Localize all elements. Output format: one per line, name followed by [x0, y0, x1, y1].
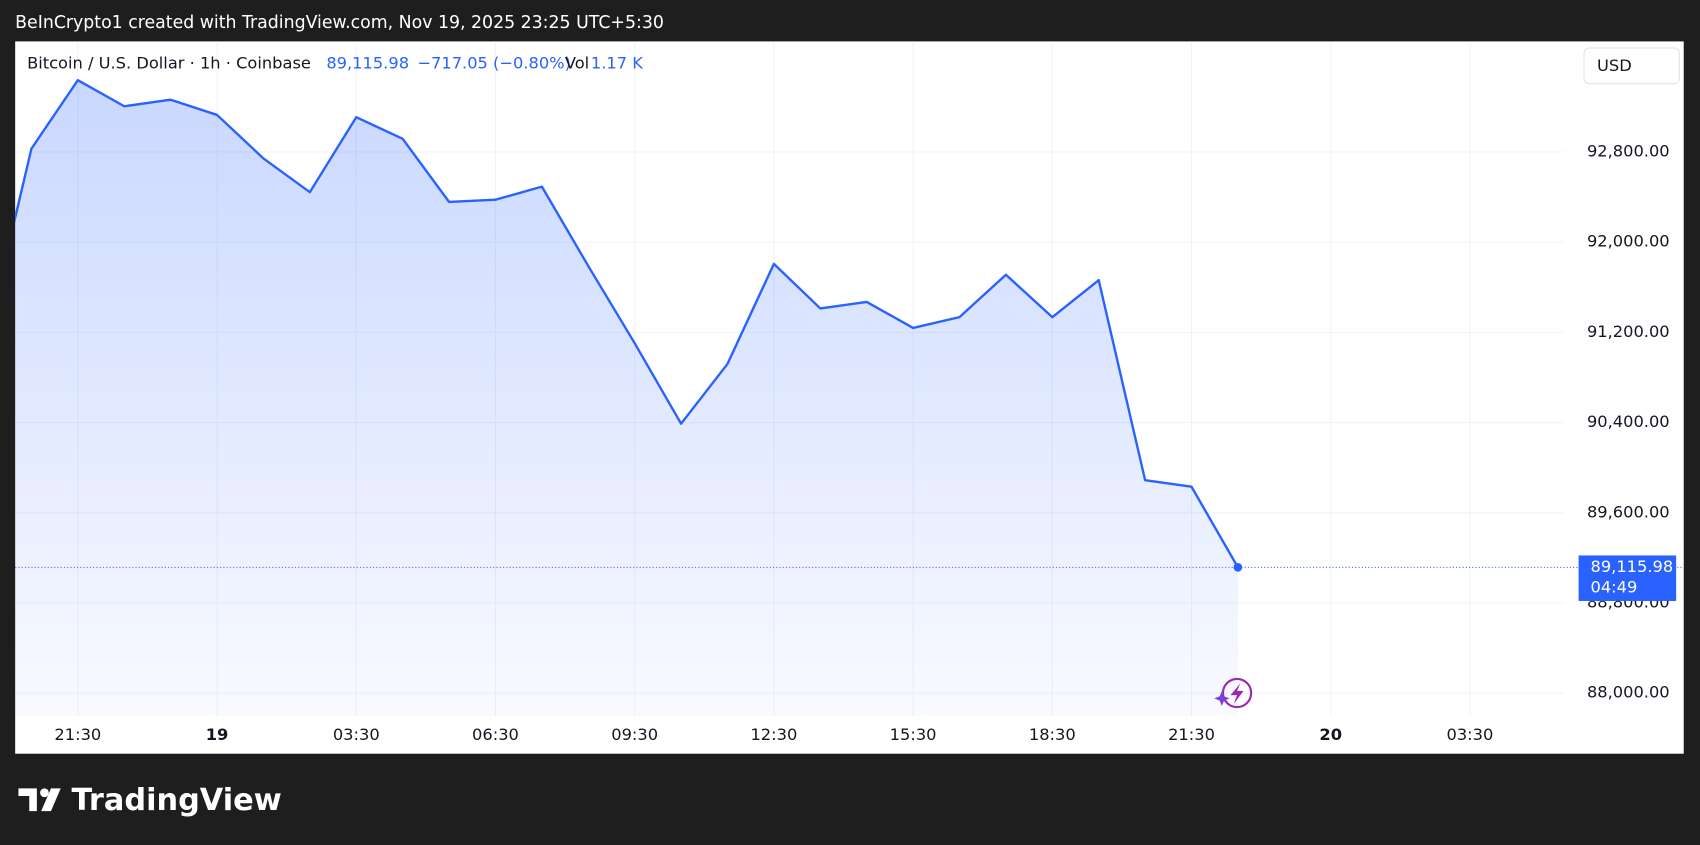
y-tick-label: 90,400.00: [1587, 412, 1670, 431]
x-tick-label: 12:30: [750, 725, 797, 744]
symbol: Bitcoin / U.S. Dollar · 1h · Coinbase: [27, 54, 311, 73]
last-point: [1233, 563, 1243, 572]
last-price: 89,115.98: [326, 54, 409, 73]
currency-label[interactable]: USD: [1597, 56, 1632, 75]
x-tick-label: 15:30: [890, 725, 937, 744]
header: BeInCrypto1 created with TradingView.com…: [15, 13, 664, 33]
price-tag: [1578, 555, 1677, 601]
x-tick-label: 21:30: [1168, 725, 1215, 744]
price-line: [15, 79, 1239, 568]
y-tick-label: 92,000.00: [1587, 232, 1670, 251]
price-tag-label: 89,115.98: [1590, 557, 1673, 576]
y-tick-label: 88,000.00: [1587, 683, 1670, 702]
countdown: 04:49: [1590, 577, 1637, 596]
x-tick-label: 21:30: [54, 725, 101, 744]
x-tick-label: 03:30: [333, 725, 380, 744]
logo-text: TradingView: [72, 783, 282, 818]
volume: 1.17 K: [591, 54, 643, 73]
x-tick-label: 09:30: [611, 725, 658, 744]
change: −717.05 (−0.80%): [417, 54, 571, 73]
x-tick-label: 18:30: [1029, 725, 1076, 744]
area: [15, 80, 1238, 716]
x-tick-label: 06:30: [472, 725, 519, 744]
y-tick-label: 89,600.00: [1587, 502, 1670, 521]
lightning-icon[interactable]: [1214, 677, 1253, 709]
x-tick-label: 03:30: [1447, 725, 1494, 744]
x-tick-label: 19: [206, 725, 229, 744]
volume-label: Vol: [565, 54, 589, 73]
x-tick-label: 20: [1319, 725, 1342, 744]
currency-button[interactable]: [1583, 47, 1680, 85]
y-tick-label: 91,200.00: [1587, 322, 1670, 341]
y-tick-label: 92,800.00: [1587, 141, 1670, 160]
logo: TradingView: [18, 783, 282, 818]
